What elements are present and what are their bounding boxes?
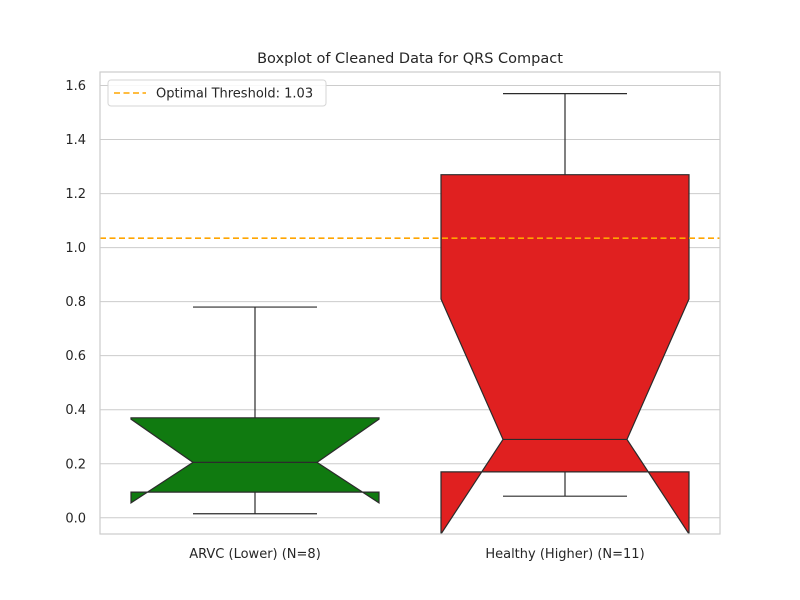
y-tick-label: 1.0: [65, 241, 86, 256]
y-tick-label: 1.6: [65, 79, 86, 94]
y-tick-label: 1.4: [65, 133, 86, 148]
y-tick-label: 0.8: [65, 295, 86, 310]
y-tick-label: 0.6: [65, 349, 86, 364]
y-tick-label: 0.0: [65, 511, 86, 526]
y-tick-label: 0.4: [65, 403, 86, 418]
y-tick-label: 1.2: [65, 187, 86, 202]
y-tick-label: 0.2: [65, 457, 86, 472]
chart-title: Boxplot of Cleaned Data for QRS Compact: [257, 51, 563, 67]
x-tick-label: Healthy (Higher) (N=11): [485, 547, 644, 562]
box-body: [130, 417, 380, 505]
plot-frame: [99, 71, 721, 535]
legend-box: [107, 79, 327, 107]
legend-label: Optimal Threshold: 1.03: [156, 87, 313, 102]
x-tick-label: ARVC (Lower) (N=8): [189, 547, 321, 562]
boxes-group: [130, 93, 690, 534]
box-body: [440, 174, 690, 534]
